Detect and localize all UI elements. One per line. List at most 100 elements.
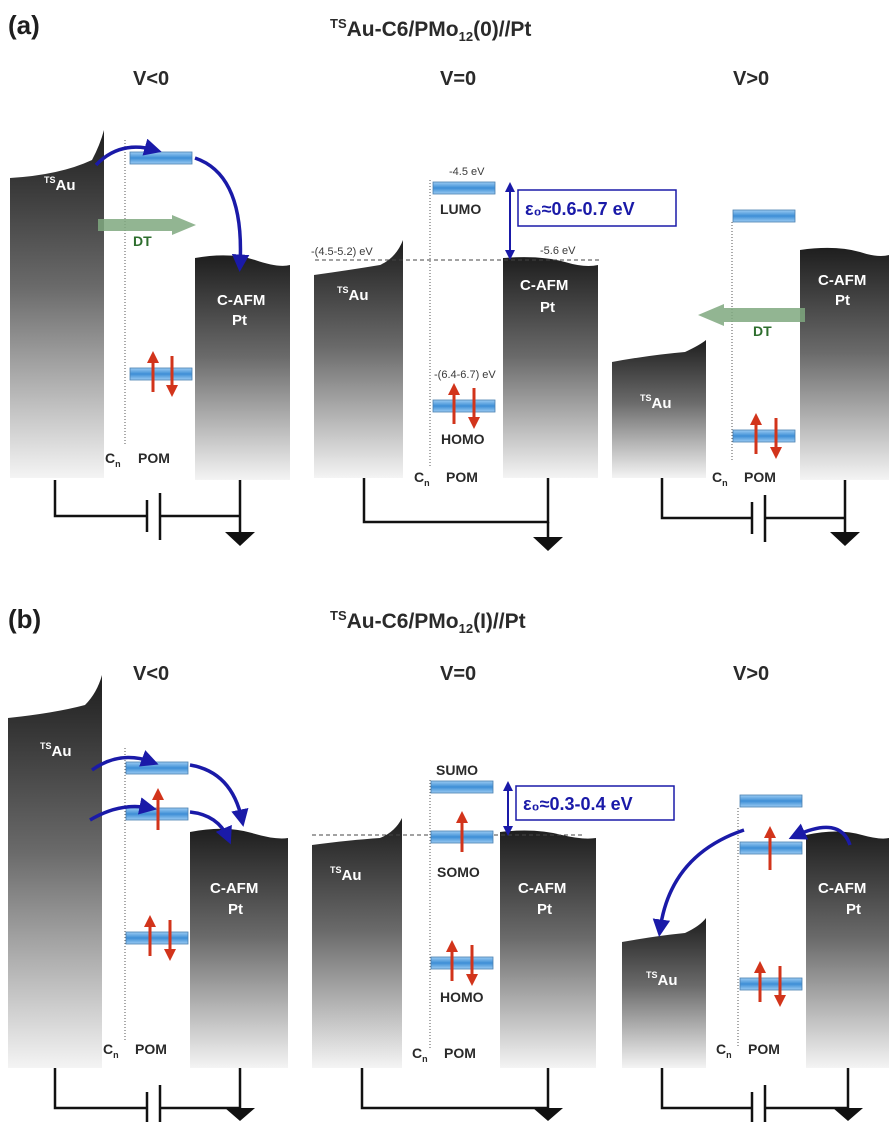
au-label: TSAu	[640, 393, 672, 412]
pom-label: POM	[748, 1041, 780, 1057]
case-neg-b: TSAu C-AFM Pt Cn POM	[8, 675, 288, 1122]
pt-electrode	[503, 257, 598, 478]
homo-orbital	[739, 977, 803, 991]
au-electrode	[314, 240, 403, 478]
circuit-wire	[53, 1068, 242, 1122]
au-fermi-energy: -(4.5-5.2) eV	[311, 246, 373, 258]
cn-label: Cn	[414, 469, 430, 488]
lumo-orbital	[432, 181, 496, 195]
epsilon-value: ε₀≈0.3-0.4 eV	[523, 794, 633, 814]
panel-a-title: TSAu-C6/PMo12(0)//Pt	[330, 16, 531, 44]
panel-b: (b) TSAu-C6/PMo12(I)//Pt V<0 V=0 V>0 TSA…	[8, 604, 889, 1122]
epsilon-box	[515, 785, 675, 821]
cn-label: Cn	[716, 1041, 732, 1060]
pom-label: POM	[138, 450, 170, 466]
panel-b-label: (b)	[8, 604, 41, 634]
circuit-wire	[362, 478, 550, 524]
pt-label-line1: C-AFM	[210, 880, 258, 897]
epsilon-value: ε₀≈0.6-0.7 eV	[525, 199, 635, 219]
pt-label-line1: C-AFM	[818, 880, 866, 897]
homo-orbital	[432, 399, 496, 413]
lumo-label: LUMO	[440, 201, 481, 217]
pt-fermi-energy: -5.6 eV	[540, 245, 576, 257]
pt-electrode	[800, 247, 889, 480]
panel-a-label: (a)	[8, 10, 40, 40]
pt-label-line1: C-AFM	[518, 880, 566, 897]
transfer-arrow-in	[94, 138, 162, 167]
bias-neg-a: V<0	[133, 68, 169, 90]
sumo-orbital	[125, 761, 189, 775]
transfer-arrow-in	[788, 823, 852, 846]
ground-icon	[533, 1108, 563, 1121]
homo-orbital	[430, 956, 494, 970]
somo-label: SOMO	[437, 864, 480, 880]
pt-label-line1: C-AFM	[818, 272, 866, 289]
pom-label: POM	[135, 1041, 167, 1057]
transfer-arrow-out-upper	[189, 763, 249, 827]
panel-b-title: TSAu-C6/PMo12(I)//Pt	[330, 608, 526, 636]
transfer-arrow-out	[194, 156, 250, 272]
au-electrode	[10, 130, 104, 478]
pt-label-line2: Pt	[835, 292, 850, 309]
ground-icon	[830, 532, 860, 546]
ground-icon	[225, 532, 255, 546]
case-zero-b: TSAu C-AFM Pt SUMO SOMO ε₀≈0.3-0.4 eV HO…	[312, 762, 675, 1121]
au-electrode	[612, 340, 706, 478]
panel-a: (a) TSAu-C6/PMo12(0)//Pt V<0 V=0 V>0 TSA…	[8, 10, 889, 551]
pt-label-line2: Pt	[537, 901, 552, 918]
lumo-orbital	[732, 209, 796, 223]
pt-label-line1: C-AFM	[520, 277, 568, 294]
ground-icon	[533, 537, 563, 551]
pom-label: POM	[744, 469, 776, 485]
pt-electrode	[500, 830, 596, 1068]
homo-orbital	[125, 931, 189, 945]
transfer-arrow-out-lower	[189, 810, 232, 845]
lumo-orbital	[129, 151, 193, 165]
epsilon-box	[517, 189, 677, 227]
case-pos-b: TSAu C-AFM Pt Cn POM	[622, 794, 889, 1122]
case-pos-a: TSAu C-AFM Pt DT Cn POM	[612, 209, 889, 546]
bias-pos-b: V>0	[733, 663, 769, 685]
cn-label: Cn	[412, 1045, 428, 1064]
pt-electrode	[806, 831, 889, 1068]
transfer-arrow-out	[652, 828, 745, 937]
dt-label: DT	[133, 233, 152, 249]
transfer-arrow-in-upper	[90, 750, 159, 772]
dt-arrowhead	[698, 304, 724, 326]
bias-neg-b: V<0	[133, 663, 169, 685]
ground-icon	[833, 1108, 863, 1121]
ground-icon	[225, 1108, 255, 1121]
pom-label: POM	[446, 469, 478, 485]
bias-zero-b: V=0	[440, 663, 476, 685]
au-label: TSAu	[40, 741, 72, 760]
au-label: TSAu	[44, 175, 76, 194]
dt-label: DT	[753, 323, 772, 339]
circuit-wire	[660, 1068, 850, 1122]
circuit-wire	[660, 478, 847, 542]
pom-label: POM	[444, 1045, 476, 1061]
pt-electrode	[190, 828, 288, 1068]
sumo-label: SUMO	[436, 762, 478, 778]
sumo-orbital	[430, 780, 494, 794]
homo-orbital	[129, 367, 193, 381]
case-neg-a: TSAu C-AFM Pt DT Cn POM	[10, 130, 290, 546]
circuit-wire	[53, 480, 242, 540]
au-electrode	[8, 675, 102, 1068]
cn-label: Cn	[712, 469, 728, 488]
bias-zero-a: V=0	[440, 68, 476, 90]
transfer-arrow-in-lower	[89, 797, 157, 822]
homo-label: HOMO	[440, 989, 484, 1005]
dt-arrowhead	[172, 215, 196, 235]
au-label: TSAu	[646, 970, 678, 989]
sumo-orbital	[739, 794, 803, 808]
cn-label: Cn	[105, 450, 121, 469]
bias-pos-a: V>0	[733, 68, 769, 90]
pt-label-line1: C-AFM	[217, 292, 265, 309]
pt-label-line2: Pt	[846, 901, 861, 918]
pt-label-line2: Pt	[540, 299, 555, 316]
au-electrode	[312, 818, 402, 1068]
pt-electrode	[195, 255, 290, 480]
au-electrode	[622, 918, 706, 1068]
lumo-energy: -4.5 eV	[449, 166, 485, 178]
